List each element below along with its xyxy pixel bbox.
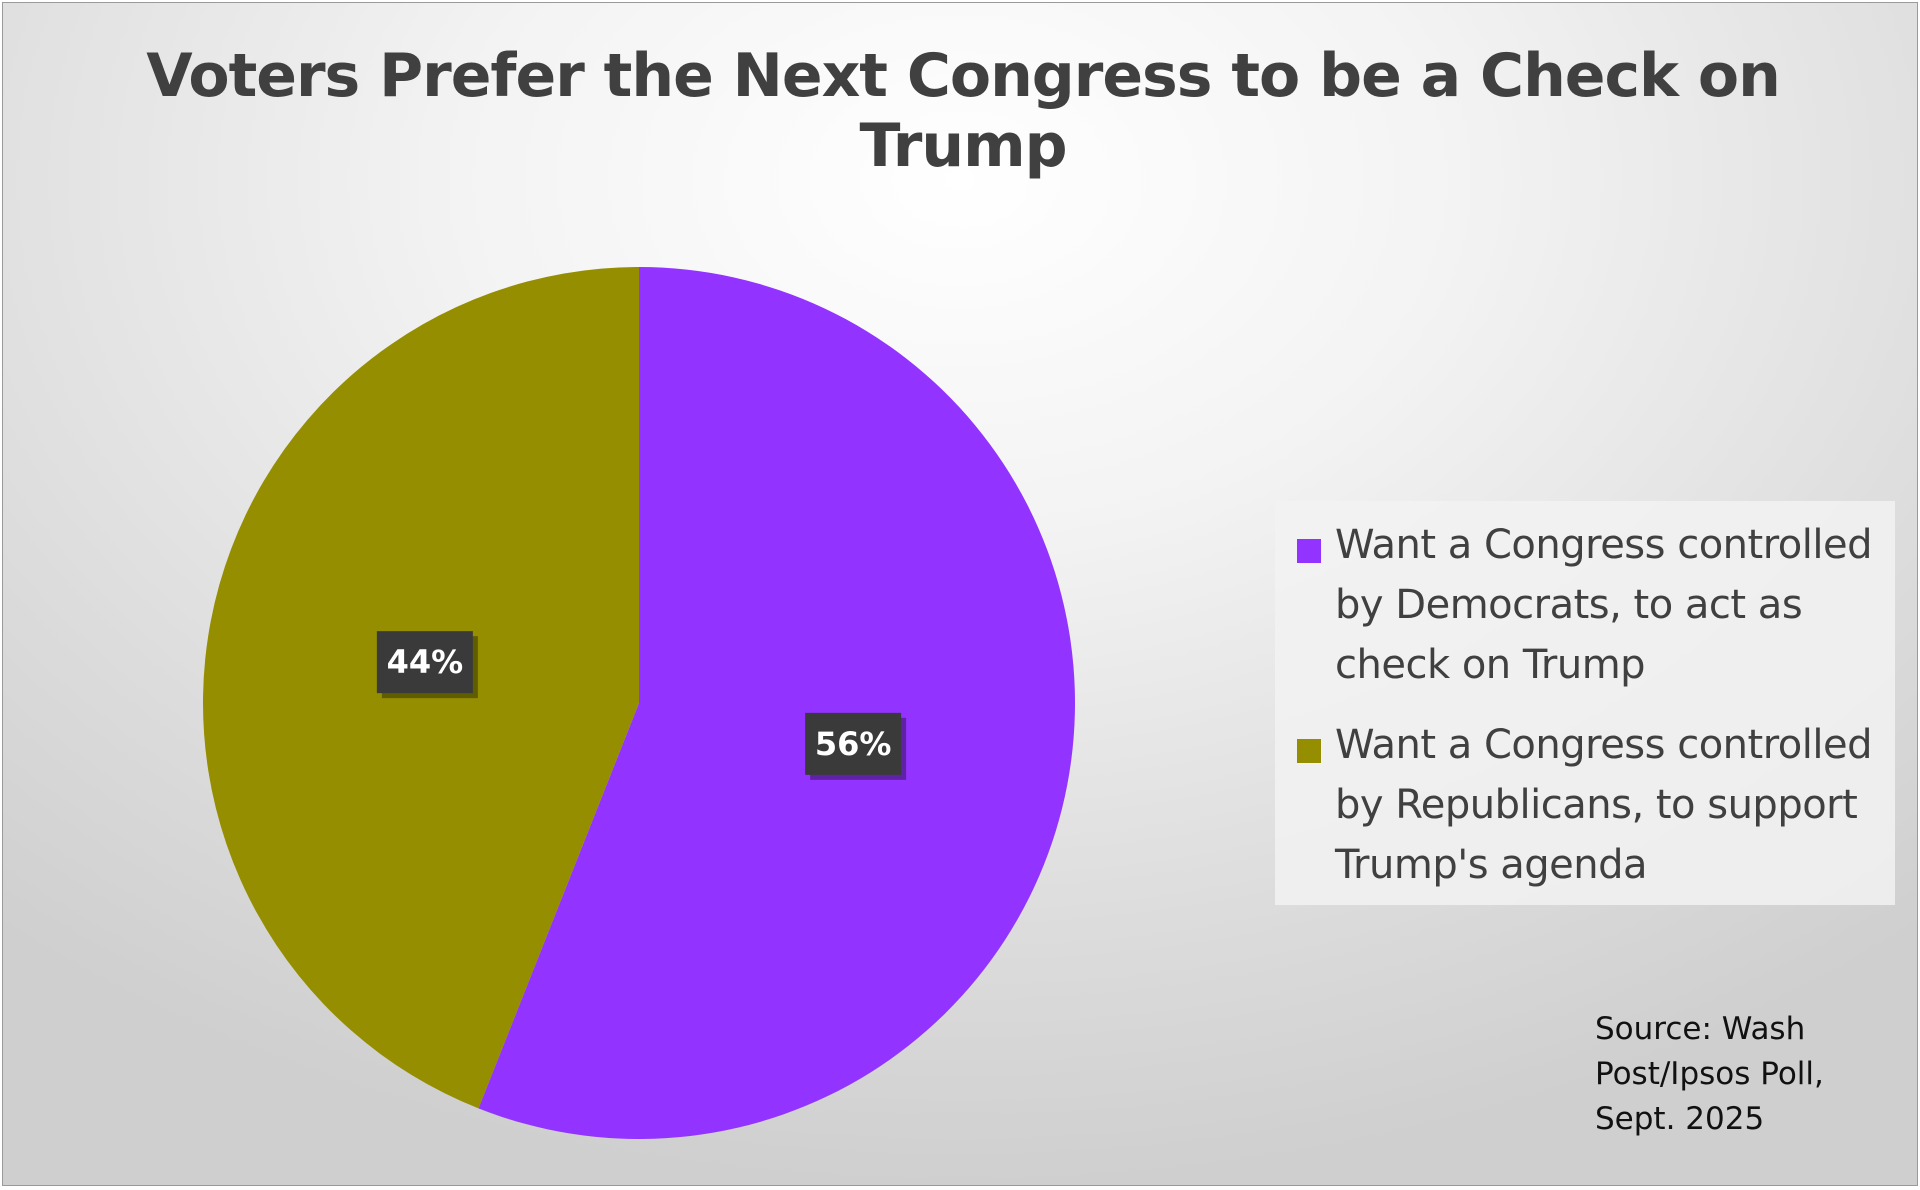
data-label-republicans: 44% bbox=[376, 631, 478, 699]
pie-slice-democrats bbox=[478, 267, 1075, 1139]
legend: Want a Congress controlled by Democrats,… bbox=[1275, 501, 1895, 905]
legend-swatch-democrats bbox=[1297, 539, 1321, 563]
legend-label-republicans: Want a Congress controlled by Republican… bbox=[1335, 722, 1872, 888]
data-label-text: 56% bbox=[815, 725, 892, 763]
legend-item-democrats: Want a Congress controlled by Democrats,… bbox=[1297, 515, 1877, 695]
chart-title: Voters Prefer the Next Congress to be a … bbox=[146, 41, 1781, 181]
data-label-democrats: 56% bbox=[805, 712, 907, 780]
data-label-box bbox=[805, 712, 902, 775]
data-label-box bbox=[376, 631, 473, 694]
legend-item-republicans: Want a Congress controlled by Republican… bbox=[1297, 715, 1877, 895]
legend-swatch-republicans bbox=[1297, 739, 1321, 763]
legend-label-democrats: Want a Congress controlled by Democrats,… bbox=[1335, 522, 1872, 688]
source-note: Source: Wash Post/Ipsos Poll, Sept. 2025 bbox=[1595, 1011, 1824, 1137]
data-label-text: 44% bbox=[387, 643, 464, 681]
pie-chart: 56% 44% bbox=[202, 267, 1075, 1139]
